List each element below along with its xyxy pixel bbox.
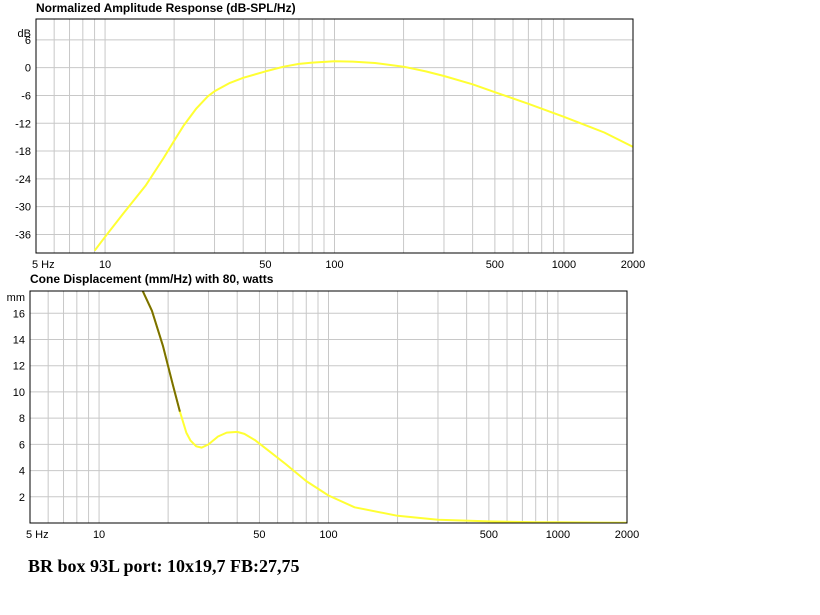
x-tick-label: 10 xyxy=(99,259,111,271)
y-tick-label: -6 xyxy=(21,90,31,102)
y-tick-label: 4 xyxy=(19,466,25,478)
x-tick-label: 50 xyxy=(259,259,271,271)
x-tick-label: 5 Hz xyxy=(32,259,55,271)
amplitude-y-unit: dB xyxy=(18,28,31,40)
x-tick-label: 100 xyxy=(319,529,337,541)
y-tick-label: -18 xyxy=(15,146,31,158)
grid xyxy=(30,291,627,523)
x-tick-label: 5 Hz xyxy=(26,529,49,541)
x-tick-label: 10 xyxy=(93,529,105,541)
x-tick-label: 50 xyxy=(253,529,265,541)
x-tick-label: 2000 xyxy=(615,529,639,541)
x-tick-label: 1000 xyxy=(552,259,576,271)
y-tick-label: 8 xyxy=(19,413,25,425)
amplitude-chart-title: Normalized Amplitude Response (dB-SPL/Hz… xyxy=(36,1,296,15)
cone-displacement-chart: 16 14 12 10 8 6 4 2 5 Hz 10 50 100 500 1000 2000 xyxy=(13,290,639,541)
series-line-excursion-limit xyxy=(141,291,181,412)
displacement-chart-title: Cone Displacement (mm/Hz) with 80, watts xyxy=(30,272,274,286)
x-tick-label: 100 xyxy=(325,259,343,271)
y-tick-label: 0 xyxy=(25,63,31,75)
amplitude-response-chart: 6 0 -6 -12 -18 -24 -30 -36 5 Hz 10 50 100 500 1000 200… xyxy=(15,18,645,271)
series-line xyxy=(93,60,633,252)
y-tick-label: 14 xyxy=(13,334,25,346)
displacement-y-unit: mm xyxy=(7,292,25,304)
y-tick-label: 10 xyxy=(13,387,25,399)
box-caption: BR box 93L port: 10x19,7 FB:27,75 xyxy=(28,556,300,576)
y-tick-label: -24 xyxy=(15,174,31,186)
grid xyxy=(36,19,633,253)
x-tick-label: 500 xyxy=(480,529,498,541)
y-tick-label: 2 xyxy=(19,492,25,504)
plot-frame xyxy=(35,18,634,254)
x-tick-label: 1000 xyxy=(546,529,570,541)
y-tick-label: -36 xyxy=(15,229,31,241)
y-tick-label: 12 xyxy=(13,361,25,373)
y-tick-label: 6 xyxy=(25,35,31,47)
y-tick-label: -12 xyxy=(15,118,31,130)
y-tick-label: 16 xyxy=(13,308,25,320)
y-tick-label: -30 xyxy=(15,202,31,214)
x-tick-label: 2000 xyxy=(621,259,645,271)
y-tick-label: 6 xyxy=(19,439,25,451)
x-tick-label: 500 xyxy=(486,259,504,271)
series-line xyxy=(141,291,627,523)
plot-frame xyxy=(29,290,628,524)
